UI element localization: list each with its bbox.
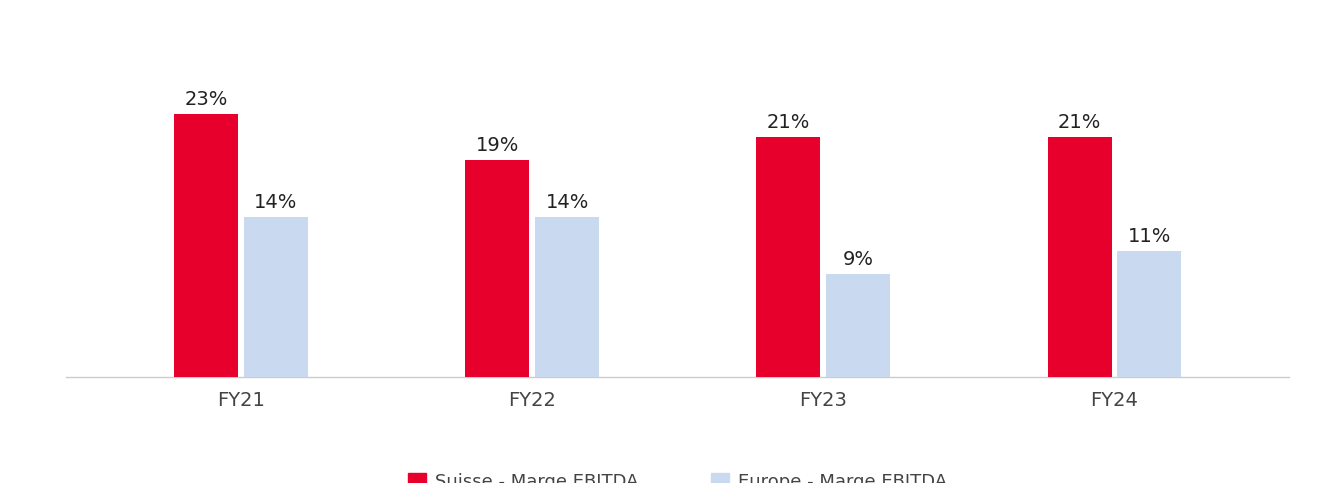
- Bar: [827, 274, 890, 377]
- Bar: [536, 217, 599, 377]
- Bar: [1047, 137, 1111, 377]
- Text: 11%: 11%: [1128, 227, 1171, 246]
- Text: 14%: 14%: [254, 193, 298, 212]
- Text: 19%: 19%: [476, 136, 520, 155]
- Text: 23%: 23%: [185, 90, 227, 109]
- Bar: [174, 114, 238, 377]
- Bar: [245, 217, 308, 377]
- Bar: [465, 159, 529, 377]
- Bar: [1118, 251, 1181, 377]
- Legend: Suisse - Marge EBITDA, Europe - Marge EBITDA: Suisse - Marge EBITDA, Europe - Marge EB…: [401, 465, 954, 483]
- Text: 21%: 21%: [1058, 113, 1102, 132]
- Text: 21%: 21%: [767, 113, 811, 132]
- Text: 14%: 14%: [545, 193, 589, 212]
- Text: 9%: 9%: [843, 250, 873, 270]
- Bar: [756, 137, 820, 377]
